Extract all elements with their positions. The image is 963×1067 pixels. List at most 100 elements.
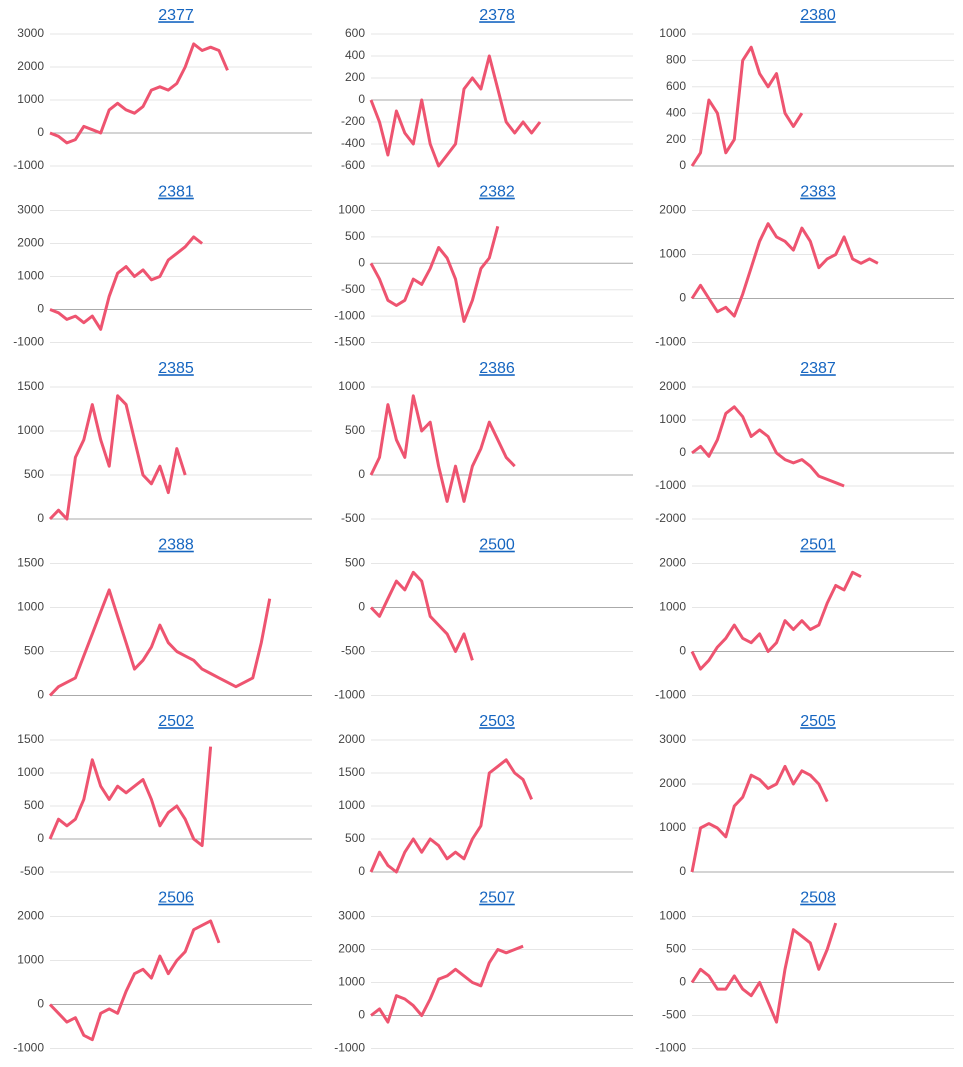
y-tick-label: -1000 [655,478,686,492]
y-tick-label: 1000 [659,412,686,426]
y-tick-label: 500 [666,942,686,956]
line-series [369,54,542,168]
y-tick-label: 0 [358,92,365,106]
y-tick-label: 1000 [17,953,44,967]
y-tick-label: -500 [341,511,365,525]
y-tick-label: 3000 [17,26,44,40]
line-series [370,944,524,1024]
y-tick-label: -1000 [655,688,686,702]
y-tick-label: 2000 [659,776,686,790]
chart-title[interactable]: 2382 [479,184,515,201]
y-tick-label: 200 [345,70,365,84]
y-tick-label: 2000 [659,556,686,570]
chart-title[interactable]: 2387 [800,360,836,377]
y-tick-label: 600 [666,79,686,93]
y-tick-label: 0 [679,445,686,459]
y-tick-label: -400 [341,136,365,150]
y-tick-label: 2000 [338,942,365,956]
chart-title[interactable]: 2381 [158,184,194,201]
y-tick-label: 1000 [338,975,365,989]
line-series [369,570,474,661]
chart-title[interactable]: 2388 [158,537,194,554]
chart-title[interactable]: 2378 [479,7,515,24]
chart-title[interactable]: 2377 [158,7,194,24]
y-tick-label: 1000 [338,203,365,217]
chart-title[interactable]: 2505 [800,713,836,730]
line-series [690,764,829,873]
chart-title[interactable]: 2502 [158,713,194,730]
y-tick-label: 500 [24,798,44,812]
y-tick-label: 1500 [17,379,44,393]
chart-title[interactable]: 2501 [800,537,836,554]
y-tick-label: -500 [20,864,44,878]
chart-title[interactable]: 2507 [479,890,515,907]
y-tick-label: 0 [679,975,686,989]
y-tick-label: 1000 [338,379,365,393]
y-tick-label: 3000 [338,909,365,923]
y-tick-label: 1000 [17,269,44,283]
y-tick-label: -1000 [334,688,365,702]
line-series [49,42,229,145]
y-tick-label: -600 [341,158,365,172]
y-tick-label: 500 [345,556,365,570]
line-series [690,222,879,318]
y-tick-label: 0 [358,255,365,269]
y-tick-label: 1000 [17,600,44,614]
line-series [48,919,221,1042]
y-tick-label: 0 [679,158,686,172]
y-tick-label: 1500 [17,556,44,570]
y-tick-label: 600 [345,26,365,40]
y-tick-label: -500 [662,1008,686,1022]
y-tick-label: 2000 [338,732,365,746]
y-tick-label: -1500 [334,335,365,349]
y-tick-label: 500 [24,467,44,481]
chart-title[interactable]: 2500 [479,537,515,554]
y-tick-label: 0 [358,1008,365,1022]
y-tick-label: 1000 [17,92,44,106]
y-tick-label: 2000 [17,909,44,923]
y-tick-label: -500 [341,644,365,658]
chart-title[interactable]: 2386 [479,360,515,377]
y-tick-label: -1000 [13,335,44,349]
line-series [49,235,204,331]
y-tick-label: 1000 [659,909,686,923]
y-tick-label: 3000 [659,732,686,746]
chart-title[interactable]: 2383 [800,184,836,201]
y-tick-label: 3000 [17,203,44,217]
line-series [369,758,533,874]
line-series [691,405,845,488]
y-tick-label: 0 [679,864,686,878]
chart-title[interactable]: 2508 [800,890,836,907]
y-tick-label: -2000 [655,511,686,525]
y-tick-label: 0 [358,600,365,614]
y-tick-label: -500 [341,282,365,296]
y-tick-label: 0 [37,997,44,1011]
y-tick-label: -1000 [334,1041,365,1055]
y-tick-label: 0 [679,644,686,658]
line-series [690,922,838,1024]
y-tick-label: 1000 [659,600,686,614]
chart-title[interactable]: 2385 [158,360,194,377]
y-tick-label: 0 [679,291,686,305]
y-tick-label: 1000 [659,247,686,261]
y-tick-label: 2000 [659,379,686,393]
y-tick-label: 2000 [17,236,44,250]
y-tick-label: -1000 [13,158,44,172]
y-tick-label: 500 [345,229,365,243]
chart-title[interactable]: 2503 [479,713,515,730]
y-tick-label: -1000 [334,308,365,322]
y-tick-label: -1000 [655,335,686,349]
y-tick-label: 0 [37,302,44,316]
line-series [369,394,516,503]
line-series [48,588,272,697]
y-tick-label: 1500 [17,732,44,746]
line-series [48,394,187,521]
y-tick-label: -1000 [13,1041,44,1055]
y-tick-label: 500 [24,644,44,658]
chart-title[interactable]: 2506 [158,890,194,907]
chart-title[interactable]: 2380 [800,7,836,24]
line-series [369,225,500,323]
y-tick-label: 0 [358,467,365,481]
y-tick-label: 1000 [17,423,44,437]
